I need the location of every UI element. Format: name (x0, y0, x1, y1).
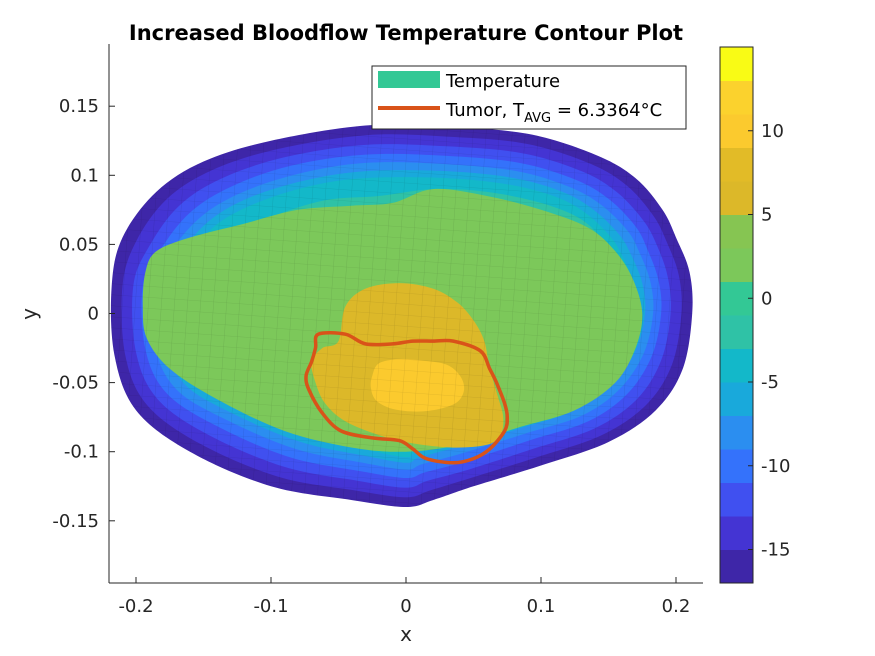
y-tick-label: 0.05 (59, 234, 99, 255)
colorbar-band (720, 415, 753, 450)
legend-tumor-label: Tumor, TAVG = 6.3364°C (445, 100, 662, 126)
colorbar-band (720, 80, 753, 115)
x-tick-label: -0.2 (118, 596, 153, 617)
colorbar-tick-label: 0 (761, 288, 772, 309)
x-tick-label: 0.1 (527, 596, 556, 617)
colorbar-tick-label: -15 (761, 540, 790, 561)
colorbar-frame (719, 46, 754, 584)
colorbar-band (720, 214, 753, 249)
colorbar-tick-label: -5 (761, 372, 779, 393)
colorbar-band (720, 482, 753, 517)
x-tick-label: 0.2 (662, 596, 691, 617)
y-tick-label: 0.1 (70, 165, 99, 186)
tumor-outline (304, 330, 510, 465)
colorbar-tick-label: 10 (761, 121, 784, 142)
colorbar-band (720, 248, 753, 282)
y-ticks: 0.15 0.1 0.05 0 -0.05 -0.1 -0.15 (52, 96, 115, 532)
colorbar-band (720, 516, 753, 550)
x-axis-label: x (400, 622, 412, 646)
y-tick-label: -0.05 (52, 373, 99, 394)
colorbar-band (720, 181, 753, 215)
legend: Temperature Tumor, TAVG = 6.3364°C (371, 65, 687, 130)
colorbar-band (720, 281, 753, 316)
colorbar-band (720, 147, 753, 182)
y-tick-label: -0.15 (52, 511, 99, 532)
y-tick-label: -0.1 (64, 442, 99, 463)
colorbar-tick-label: 5 (761, 205, 772, 226)
colorbar-band (720, 549, 753, 584)
colorbar-tick-label: -10 (761, 456, 790, 477)
legend-temperature-label: Temperature (445, 71, 560, 92)
tumor-layer (304, 330, 510, 465)
colorbar-band (720, 382, 753, 416)
colorbar-ticks: 10 5 0 -5 -10 -15 (748, 121, 790, 561)
x-tick-label: 0 (400, 596, 411, 617)
colorbar-bands (720, 47, 753, 584)
x-ticks: -0.2 -0.1 0 0.1 0.2 (118, 577, 690, 617)
y-axis-label: y (17, 308, 41, 320)
colorbar-band (720, 348, 753, 383)
colorbar-band (720, 114, 753, 148)
colorbar-band (720, 47, 753, 81)
y-tick-label: 0.15 (59, 96, 99, 117)
colorbar: 10 5 0 -5 -10 -15 (719, 46, 790, 584)
legend-temperature-swatch (378, 71, 440, 88)
y-tick-label: 0 (88, 304, 99, 325)
colorbar-band (720, 315, 753, 349)
chart-title: Increased Bloodflow Temperature Contour … (129, 21, 683, 45)
colorbar-band (720, 449, 753, 483)
x-tick-label: -0.1 (253, 596, 288, 617)
